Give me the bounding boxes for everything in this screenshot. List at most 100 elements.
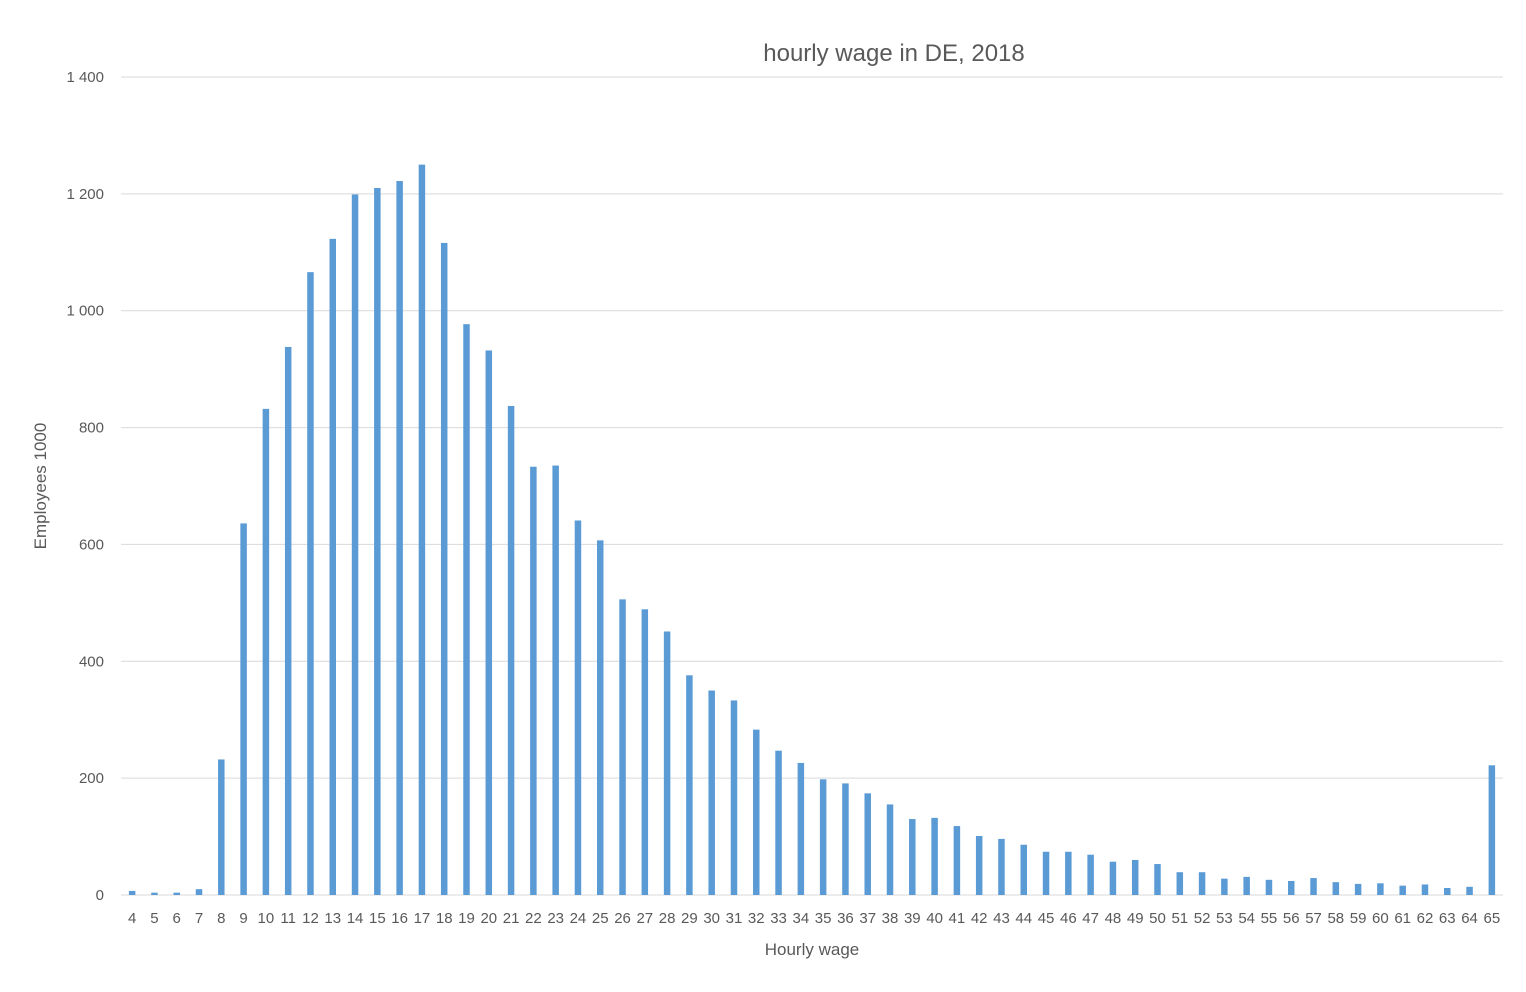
bar-5 bbox=[151, 892, 158, 895]
x-tick-label: 43 bbox=[993, 910, 1010, 927]
bar-34 bbox=[797, 762, 805, 895]
bar-8 bbox=[218, 759, 225, 895]
bar-46 bbox=[1065, 851, 1072, 895]
x-tick-label: 13 bbox=[324, 910, 341, 927]
bar-55 bbox=[1265, 879, 1273, 895]
x-tick-label: 24 bbox=[570, 910, 587, 927]
x-tick-label: 21 bbox=[503, 910, 520, 927]
x-tick-label: 17 bbox=[414, 910, 431, 927]
bar-37 bbox=[864, 793, 871, 895]
bar-16 bbox=[396, 181, 403, 895]
bar-20 bbox=[485, 350, 493, 896]
x-tick-label: 53 bbox=[1216, 910, 1233, 927]
x-tick-label: 58 bbox=[1327, 910, 1344, 927]
x-tick-label: 39 bbox=[904, 910, 921, 927]
bar-15 bbox=[374, 188, 381, 895]
x-tick-label: 63 bbox=[1439, 910, 1456, 927]
x-tick-label: 65 bbox=[1484, 910, 1501, 927]
x-tick-label: 44 bbox=[1015, 910, 1032, 927]
bar-28 bbox=[663, 631, 671, 895]
x-tick-label: 64 bbox=[1461, 910, 1478, 927]
bars bbox=[128, 164, 1496, 896]
x-tick-label: 9 bbox=[239, 910, 247, 927]
bar-9 bbox=[240, 523, 247, 895]
bar-11 bbox=[284, 346, 292, 895]
x-tick-label: 51 bbox=[1171, 910, 1188, 927]
x-tick-label: 30 bbox=[703, 910, 720, 927]
x-tick-label: 7 bbox=[195, 910, 203, 927]
x-tick-label: 25 bbox=[592, 910, 609, 927]
x-tick-label: 32 bbox=[748, 910, 765, 927]
x-tick-label: 11 bbox=[280, 910, 296, 927]
x-tick-label: 55 bbox=[1261, 910, 1278, 927]
bar-49 bbox=[1131, 859, 1139, 895]
x-tick-label: 8 bbox=[217, 910, 225, 927]
x-tick-label: 6 bbox=[173, 910, 181, 927]
x-tick-label: 59 bbox=[1350, 910, 1367, 927]
x-tick-label: 61 bbox=[1394, 910, 1411, 927]
x-tick-label: 5 bbox=[150, 910, 158, 927]
x-tick-label: 22 bbox=[525, 910, 542, 927]
x-tick-label: 46 bbox=[1060, 910, 1077, 927]
bar-33 bbox=[775, 750, 782, 895]
bar-59 bbox=[1354, 883, 1362, 895]
bar-6 bbox=[173, 892, 180, 895]
bar-22 bbox=[530, 466, 537, 895]
x-tick-label: 56 bbox=[1283, 910, 1300, 927]
y-tick-label: 200 bbox=[79, 770, 104, 787]
bar-65 bbox=[1488, 765, 1496, 895]
bar-45 bbox=[1042, 851, 1050, 895]
bar-35 bbox=[819, 779, 827, 895]
bar-27 bbox=[641, 609, 649, 895]
y-axis-ticks: 0 200 400 600 800 1 000 1 200 1 400 bbox=[66, 69, 104, 904]
y-tick-label: 800 bbox=[79, 420, 104, 437]
bar-29 bbox=[686, 675, 693, 895]
x-tick-label: 10 bbox=[258, 910, 275, 927]
x-tick-label: 48 bbox=[1105, 910, 1122, 927]
x-tick-label: 42 bbox=[971, 910, 988, 927]
bar-25 bbox=[596, 540, 604, 895]
x-tick-label: 12 bbox=[302, 910, 319, 927]
x-tick-label: 57 bbox=[1305, 910, 1322, 927]
x-axis-ticks: 4 5 6 7 8 9 10 11 12 13 14 15 16 17 18 19 20 21 22 23 24 25 26… bbox=[128, 910, 1500, 927]
bar-38 bbox=[886, 804, 894, 895]
x-tick-label: 4 bbox=[128, 910, 136, 927]
y-tick-label: 1 000 bbox=[66, 303, 104, 320]
bar-64 bbox=[1466, 886, 1473, 895]
bar-54 bbox=[1243, 876, 1250, 895]
bar-43 bbox=[998, 838, 1005, 895]
x-tick-label: 38 bbox=[882, 910, 899, 927]
bar-52 bbox=[1198, 872, 1206, 895]
bar-17 bbox=[418, 164, 426, 896]
x-tick-label: 52 bbox=[1194, 910, 1211, 927]
bar-47 bbox=[1087, 854, 1094, 895]
bar-44 bbox=[1020, 844, 1028, 895]
bar-61 bbox=[1399, 885, 1406, 895]
bar-62 bbox=[1421, 884, 1429, 895]
gridlines bbox=[121, 76, 1503, 896]
y-tick-label: 1 200 bbox=[66, 186, 104, 203]
x-tick-label: 26 bbox=[614, 910, 631, 927]
bar-63 bbox=[1444, 887, 1451, 895]
x-tick-label: 41 bbox=[949, 910, 966, 927]
bar-31 bbox=[730, 700, 738, 895]
bar-58 bbox=[1332, 882, 1340, 895]
bar-4 bbox=[128, 890, 136, 895]
bar-10 bbox=[262, 408, 270, 895]
x-tick-label: 15 bbox=[369, 910, 386, 927]
x-tick-label: 35 bbox=[815, 910, 832, 927]
bar-50 bbox=[1154, 864, 1161, 895]
bar-39 bbox=[909, 819, 916, 895]
bar-24 bbox=[574, 520, 582, 895]
x-tick-label: 36 bbox=[837, 910, 854, 927]
bar-21 bbox=[507, 405, 515, 895]
x-tick-label: 34 bbox=[793, 910, 810, 927]
bar-23 bbox=[552, 465, 559, 895]
bar-56 bbox=[1287, 880, 1295, 895]
x-tick-label: 62 bbox=[1417, 910, 1434, 927]
y-tick-label: 600 bbox=[79, 536, 104, 553]
bar-53 bbox=[1221, 878, 1228, 895]
y-tick-label: 400 bbox=[79, 653, 104, 670]
y-tick-label: 0 bbox=[96, 887, 104, 904]
